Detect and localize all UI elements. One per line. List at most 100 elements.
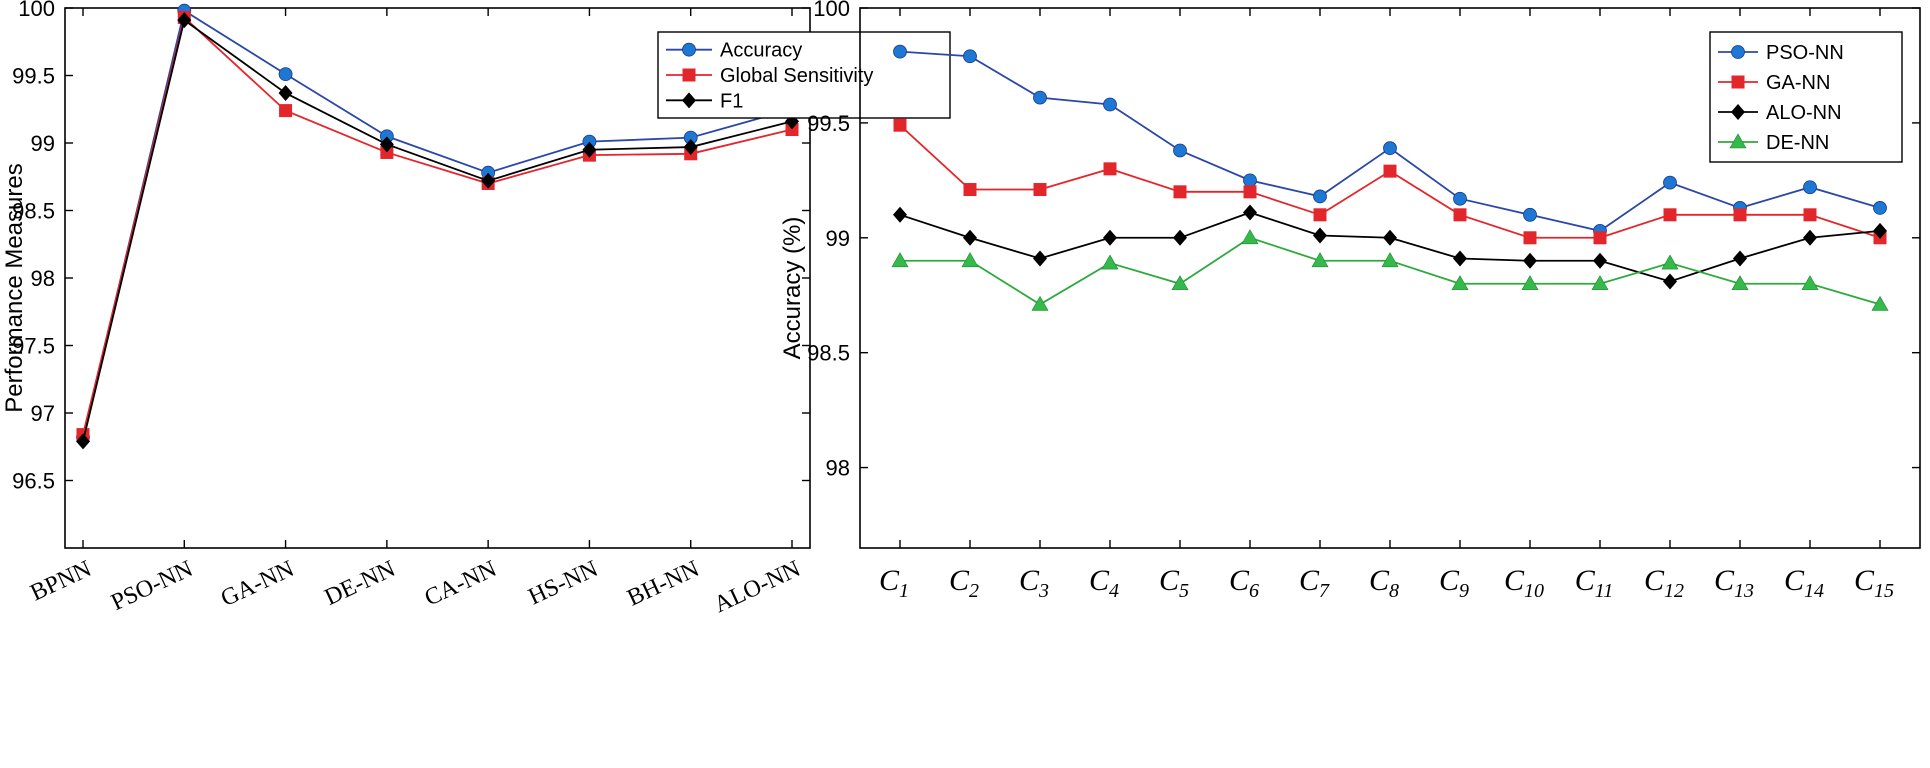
data-point (1663, 208, 1677, 222)
x-tick-label: C7 (1299, 564, 1330, 602)
legend-marker (1731, 75, 1745, 89)
x-tick-label: C10 (1504, 564, 1544, 602)
data-point (1871, 295, 1889, 311)
y-tick-label: 99 (31, 131, 55, 156)
data-point (1243, 173, 1257, 188)
legend-marker (682, 42, 696, 57)
chart-2: 98 98.5 99 99.5 100 Accuracy (%) C1 C2 C3 C4 C5 C6 C… (779, 0, 1921, 602)
y-tick-label: 100 (18, 0, 55, 21)
data-point (893, 44, 907, 59)
y-tick-label: 99.5 (807, 111, 850, 136)
data-point (1173, 185, 1187, 199)
data-point (1803, 208, 1817, 222)
data-point (1103, 162, 1117, 176)
data-point (963, 183, 977, 197)
data-point (1173, 229, 1187, 246)
y-tick-label: 97.5 (12, 334, 55, 359)
x-tick-label: PSO-NN (107, 556, 197, 616)
data-point (891, 252, 909, 268)
data-point (177, 12, 192, 29)
data-point (963, 229, 977, 246)
data-point (1311, 252, 1329, 268)
data-point (1593, 231, 1607, 245)
legend-marker (1729, 133, 1747, 149)
x-tick-label: CA-NN (421, 556, 501, 612)
data-point (1733, 208, 1747, 222)
data-point (582, 141, 597, 158)
data-point (1313, 227, 1327, 244)
chart-1: 96.5 97 97.5 98 98.5 99 99.5 100 Performance Mea… (1, 0, 951, 618)
legend-marker (682, 68, 696, 82)
data-point (1383, 141, 1397, 156)
data-point (1171, 275, 1189, 291)
data-point (1451, 275, 1469, 291)
data-point (1243, 204, 1257, 221)
data-point (1523, 231, 1537, 245)
legend-label: GA-NN (1766, 72, 1830, 94)
data-point (279, 104, 293, 118)
y-tick-label: 98.5 (12, 199, 55, 224)
legend-marker (1731, 104, 1745, 120)
x-tick-label: C14 (1784, 564, 1824, 602)
y-tick-label: 96.5 (12, 469, 55, 494)
data-point (1103, 229, 1117, 246)
series-ga-nn (893, 118, 1887, 245)
data-point (278, 85, 293, 102)
data-point (1173, 143, 1187, 158)
x-tick-label: C15 (1854, 564, 1894, 602)
x-tick-label: C2 (949, 564, 979, 602)
data-point (1031, 295, 1049, 311)
x-tick-label: C6 (1229, 564, 1259, 602)
x-tick-label: C8 (1369, 564, 1399, 602)
y-tick-label: 97 (31, 401, 55, 426)
series-de-nn (891, 229, 1889, 311)
y-tick-label: 99 (826, 226, 850, 251)
data-point (1801, 275, 1819, 291)
x-tick-label: C5 (1159, 564, 1189, 602)
data-point (1313, 189, 1327, 204)
data-point (1103, 97, 1117, 112)
x-tick-label: C3 (1019, 564, 1049, 602)
data-point (1591, 275, 1609, 291)
x-tick-label: C13 (1714, 564, 1754, 602)
y-tick-label: 98 (826, 456, 850, 481)
series-line (82, 9, 793, 438)
data-point (1381, 252, 1399, 268)
data-point (785, 123, 799, 136)
y-tick-label: 99.5 (12, 64, 55, 89)
legend-label: Global Sensitivity (720, 65, 873, 87)
x-tick-label: C9 (1439, 564, 1469, 602)
y-tick-label: 98 (31, 266, 55, 291)
data-point (1033, 183, 1047, 197)
data-point (278, 67, 293, 82)
y-tick-label: 100 (813, 0, 850, 21)
data-point (379, 136, 394, 153)
data-point (1033, 250, 1047, 267)
data-point (1101, 254, 1119, 270)
x-tick-label: BPNN (27, 556, 96, 607)
data-point (1523, 252, 1537, 269)
data-point (481, 172, 496, 189)
data-point (1243, 185, 1257, 199)
legend: Accuracy Global Sensitivity F1 (657, 31, 951, 119)
legend-label: ALO-NN (1766, 102, 1842, 124)
legend-label: F1 (720, 90, 743, 112)
data-point (1453, 191, 1467, 206)
legend-label: DE-NN (1766, 132, 1829, 154)
series-line (899, 211, 1881, 283)
legend-marker (682, 92, 696, 109)
data-point (1873, 201, 1887, 215)
x-tick-label: C1 (879, 564, 909, 602)
legend-marker (1731, 45, 1745, 59)
data-point (1241, 229, 1259, 245)
data-point (893, 118, 907, 132)
data-point (1313, 208, 1327, 222)
data-point (76, 433, 90, 450)
data-point (1521, 275, 1539, 291)
data-point (961, 252, 979, 268)
x-tick-label: DE-NN (321, 556, 400, 611)
x-tick-label: C11 (1575, 564, 1614, 602)
legend: PSO-NN GA-NN ALO-NN DE-NN (1709, 31, 1903, 163)
y-tick-label: 98.5 (807, 341, 850, 366)
